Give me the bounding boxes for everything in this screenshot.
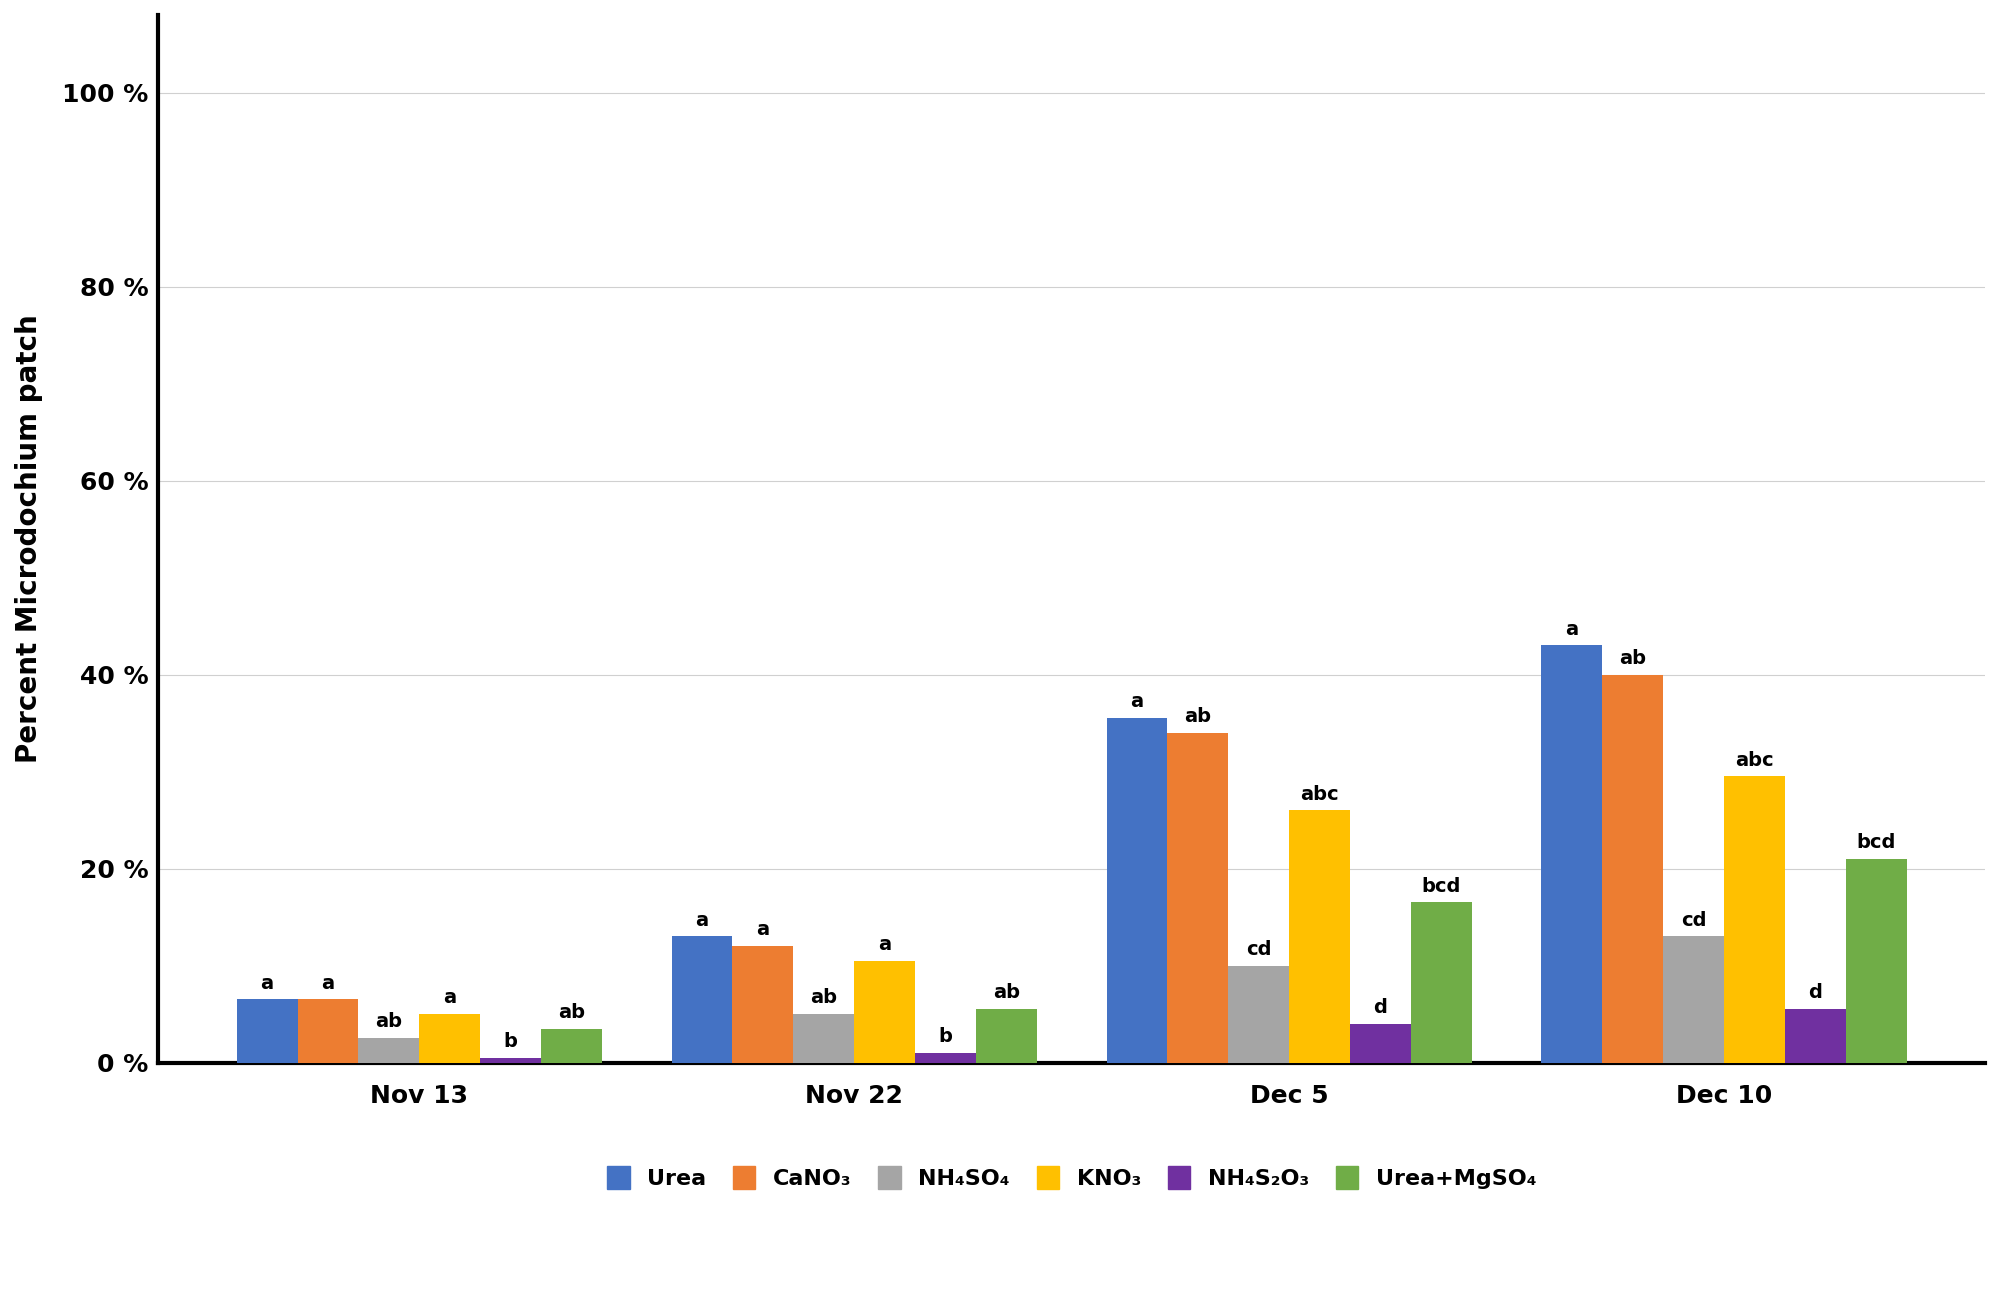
Bar (1846, 859, 1906, 1062)
Bar (298, 1000, 358, 1062)
Text: a: a (878, 935, 892, 953)
Bar (1228, 965, 1290, 1062)
Text: ab: ab (810, 988, 838, 1008)
Bar (1784, 1009, 1846, 1062)
Bar (732, 946, 794, 1062)
Text: ab: ab (558, 1003, 586, 1022)
Bar (854, 961, 916, 1062)
Text: abc: abc (1736, 751, 1774, 769)
Text: a: a (696, 910, 708, 930)
Text: cd: cd (1680, 910, 1706, 930)
Y-axis label: Percent Microdochium patch: Percent Microdochium patch (16, 314, 44, 763)
Bar (1350, 1023, 1410, 1062)
Text: abc: abc (1300, 785, 1338, 804)
Text: a: a (1566, 620, 1578, 638)
Text: d: d (1374, 997, 1388, 1017)
Bar (1542, 646, 1602, 1062)
Bar (1168, 733, 1228, 1062)
Text: ab: ab (992, 983, 1020, 1003)
Text: cd: cd (1246, 940, 1272, 958)
Text: bcd: bcd (1422, 877, 1462, 896)
Bar (542, 1029, 602, 1062)
Text: ab: ab (376, 1013, 402, 1031)
Bar (1106, 719, 1168, 1062)
Bar (1664, 936, 1724, 1062)
Text: bcd: bcd (1856, 833, 1896, 852)
Bar (794, 1014, 854, 1062)
Text: ab: ab (1184, 707, 1212, 726)
Bar (916, 1053, 976, 1062)
Bar (1602, 674, 1664, 1062)
Text: d: d (1808, 983, 1822, 1003)
Text: b: b (504, 1032, 518, 1051)
Bar (1724, 777, 1784, 1062)
Bar (672, 936, 732, 1062)
Bar (236, 1000, 298, 1062)
Text: a: a (756, 921, 770, 939)
Bar (976, 1009, 1036, 1062)
Bar (480, 1057, 542, 1062)
Text: a: a (444, 988, 456, 1008)
Legend: Urea, CaNO₃, NH₄SO₄, KNO₃, NH₄S₂O₃, Urea+MgSO₄: Urea, CaNO₃, NH₄SO₄, KNO₃, NH₄S₂O₃, Urea… (598, 1157, 1544, 1198)
Bar (1410, 903, 1472, 1062)
Text: b: b (938, 1027, 952, 1045)
Bar (420, 1014, 480, 1062)
Bar (358, 1039, 420, 1062)
Text: a: a (322, 974, 334, 992)
Text: ab: ab (1620, 648, 1646, 668)
Text: a: a (260, 974, 274, 992)
Bar (1290, 811, 1350, 1062)
Text: a: a (1130, 693, 1144, 711)
